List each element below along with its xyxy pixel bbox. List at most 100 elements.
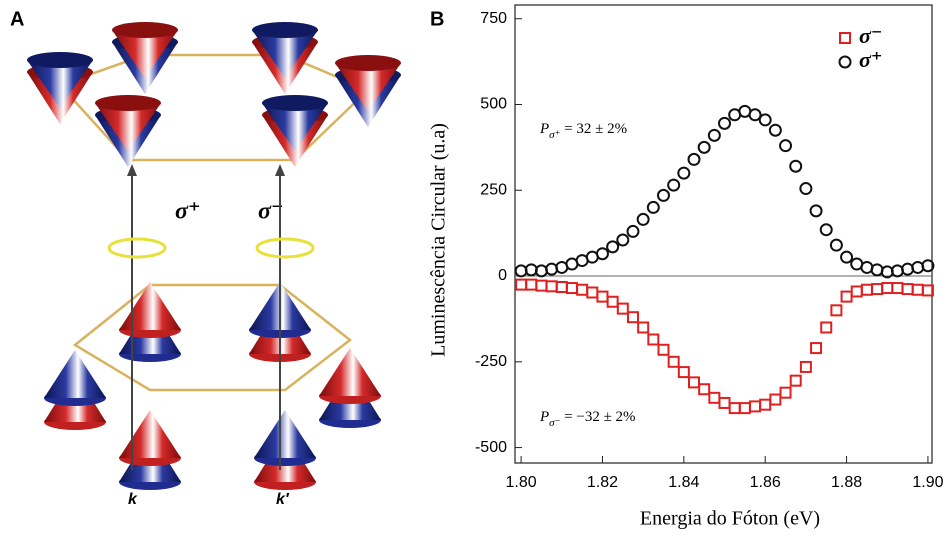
point xyxy=(911,260,925,274)
arrow-head xyxy=(275,164,285,176)
point xyxy=(768,123,782,137)
point xyxy=(789,159,803,173)
point xyxy=(606,240,620,254)
point xyxy=(789,374,802,387)
cone xyxy=(95,103,161,151)
point xyxy=(870,263,884,277)
point xyxy=(647,333,660,346)
y-tick-label: 500 xyxy=(480,96,507,113)
point xyxy=(708,391,721,404)
point xyxy=(626,224,640,238)
point xyxy=(901,262,915,276)
cone xyxy=(27,60,93,108)
x-axis-label: Energia do Fóton (eV) xyxy=(640,508,820,530)
point xyxy=(596,290,609,303)
point xyxy=(921,259,935,273)
point xyxy=(799,360,812,373)
point xyxy=(707,128,721,142)
point xyxy=(748,108,762,122)
cone-rim xyxy=(112,22,178,38)
point xyxy=(565,282,578,295)
point xyxy=(881,282,894,295)
cone-rim xyxy=(252,22,318,38)
y-tick-label: -500 xyxy=(475,439,507,456)
point xyxy=(687,152,701,166)
annotation-part: P xyxy=(539,121,549,137)
annotation-part: = −32 ± 2% xyxy=(560,409,635,425)
point xyxy=(606,295,619,308)
cone xyxy=(119,282,181,330)
point xyxy=(799,182,813,196)
y-tick-label: 750 xyxy=(480,10,507,27)
point xyxy=(891,282,904,295)
x-tick-label: 1.80 xyxy=(506,474,537,491)
point xyxy=(677,166,691,180)
lattice xyxy=(72,283,353,392)
y-tick-label: -250 xyxy=(475,353,507,370)
point xyxy=(657,343,670,356)
point xyxy=(616,302,629,315)
cone-rim xyxy=(335,55,401,71)
cone xyxy=(44,350,106,398)
point xyxy=(637,321,650,334)
point xyxy=(667,178,681,192)
point xyxy=(911,283,924,296)
annotation-part: σ⁺ xyxy=(549,129,560,141)
legend-label: σ⁺ xyxy=(859,47,882,72)
cone xyxy=(254,410,316,458)
cone xyxy=(319,348,381,396)
point xyxy=(718,396,731,409)
polarization xyxy=(255,237,315,259)
legend-marker xyxy=(839,32,851,44)
point xyxy=(698,383,711,396)
cone xyxy=(119,410,181,458)
polarization xyxy=(107,237,167,259)
point xyxy=(860,283,873,296)
cone xyxy=(262,103,328,151)
point xyxy=(616,233,630,247)
x-tick-label: 1.82 xyxy=(587,474,618,491)
cone xyxy=(252,30,318,78)
arrow-head xyxy=(127,164,137,176)
point xyxy=(586,286,599,299)
x-tick-label: 1.84 xyxy=(668,474,699,491)
annotation-part: P xyxy=(539,409,549,425)
annotation: Pσ⁻ = −32 ± 2% xyxy=(539,409,636,428)
point xyxy=(718,116,732,130)
point xyxy=(758,113,772,127)
arrow-label: σ⁺ xyxy=(175,199,201,225)
point xyxy=(656,188,670,202)
point xyxy=(595,247,609,261)
point xyxy=(840,290,853,303)
point xyxy=(626,311,639,324)
cone-rim xyxy=(27,52,93,68)
point xyxy=(535,279,548,292)
cone xyxy=(335,63,401,111)
point xyxy=(555,281,568,294)
point xyxy=(819,223,833,237)
point xyxy=(749,400,762,413)
point xyxy=(820,321,833,334)
point xyxy=(515,278,528,291)
valley-label: k xyxy=(128,491,138,508)
point xyxy=(738,402,751,415)
y-tick-label: 250 xyxy=(480,181,507,198)
cone xyxy=(112,30,178,78)
valley-label: k′ xyxy=(276,491,290,508)
point xyxy=(688,376,701,389)
point xyxy=(840,250,854,264)
point xyxy=(829,238,843,252)
cone-rim xyxy=(262,95,328,111)
x-tick-label: 1.88 xyxy=(831,474,862,491)
point xyxy=(850,285,863,298)
plot-frame xyxy=(514,4,933,464)
y-axis-label: Luminescência Circular (u.a) xyxy=(428,123,450,357)
legend-marker xyxy=(838,55,852,69)
cone-rim xyxy=(95,95,161,111)
annotation-part: = 32 ± 2% xyxy=(560,121,627,137)
point xyxy=(646,200,660,214)
point xyxy=(810,342,823,355)
panel-label: B xyxy=(430,8,444,30)
point xyxy=(809,204,823,218)
